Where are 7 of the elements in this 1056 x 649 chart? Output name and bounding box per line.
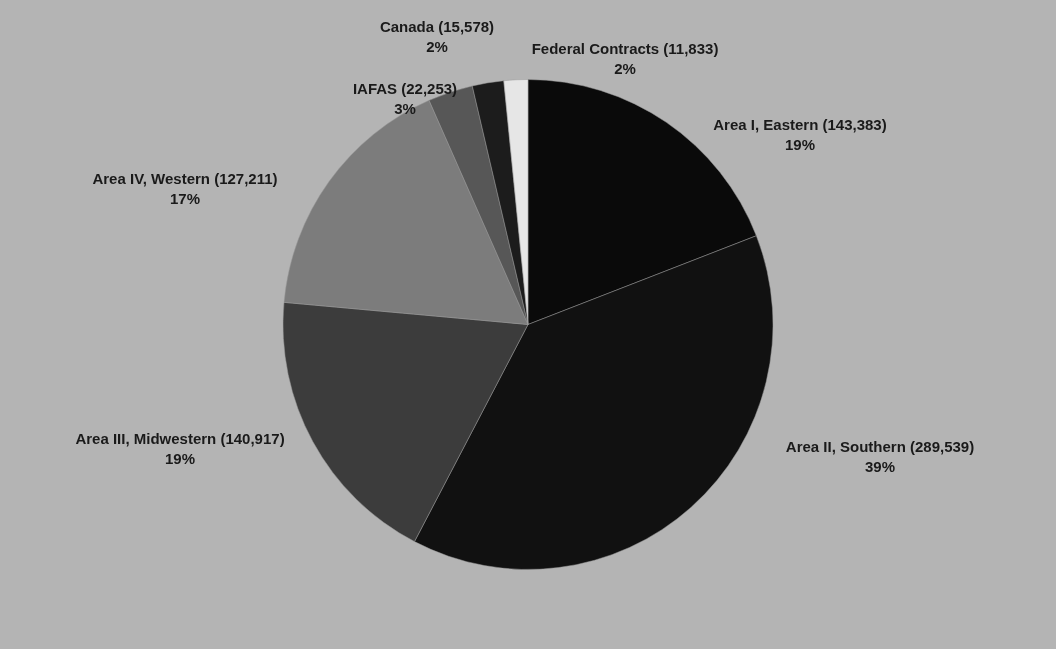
slice-label: Federal Contracts (11,833) 2% [531, 40, 719, 77]
slice-label: Area I, Eastern (143,383) 19% [713, 116, 887, 153]
slice-label: Canada (15,578) 2% [379, 18, 495, 55]
slice-label: Area III, Midwestern (140,917) 19% [75, 430, 285, 467]
slice-label: Area II, Southern (289,539) 39% [785, 438, 975, 475]
slice-label: Area IV, Western (127,211) 17% [92, 170, 278, 207]
slice-label: IAFAS (22,253) 3% [352, 80, 458, 117]
